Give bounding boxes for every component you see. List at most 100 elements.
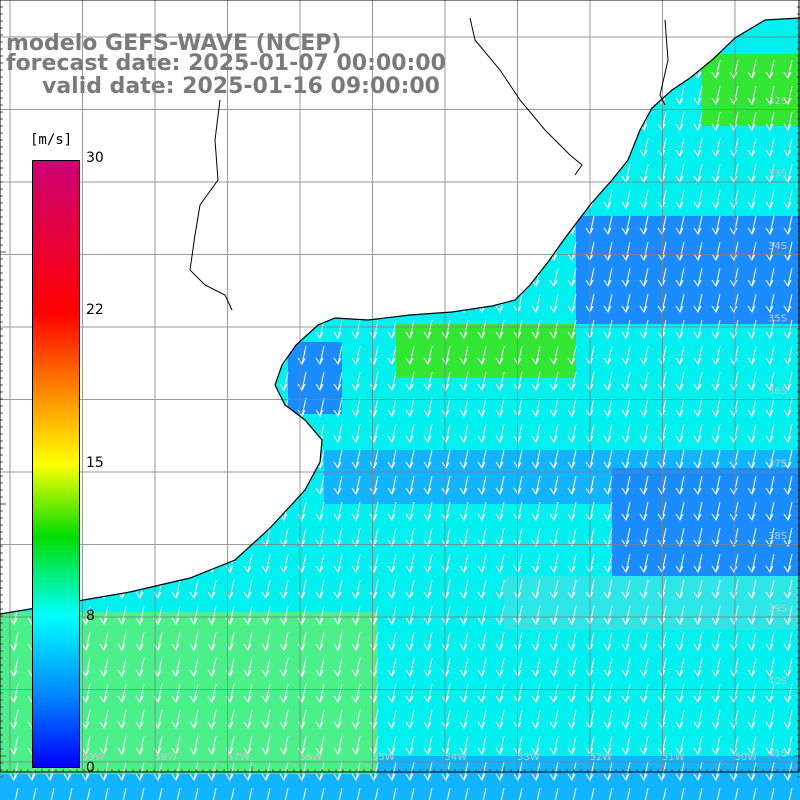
- field-cell: [594, 108, 612, 126]
- wind-arrow-shaft: [283, 319, 289, 339]
- field-cell: [756, 54, 774, 72]
- wind-arrow-shaft: [121, 423, 127, 443]
- field-cell: [198, 360, 216, 378]
- field-cell: [180, 558, 198, 576]
- field-cell: [306, 378, 324, 396]
- field-cell: [90, 648, 108, 666]
- wind-arrow-shaft: [553, 59, 559, 79]
- field-cell: [468, 270, 486, 288]
- field-cell: [234, 342, 252, 360]
- wind-arrow-shaft: [589, 215, 595, 235]
- wind-arrow: [261, 189, 271, 209]
- field-cell: [306, 648, 324, 666]
- field-cell: [576, 144, 594, 162]
- wind-arrow-shaft: [193, 527, 199, 547]
- field-cell: [144, 342, 162, 360]
- field-cell: [144, 432, 162, 450]
- wind-arrow-shaft: [103, 111, 109, 131]
- wind-arrow-head: [117, 383, 126, 391]
- field-cell: [504, 198, 522, 216]
- field-cell: [126, 288, 144, 306]
- field-cell: [648, 486, 666, 504]
- wind-arrow-head: [405, 149, 414, 157]
- wind-arrow: [333, 163, 343, 183]
- wind-arrow-shaft: [13, 397, 19, 417]
- wind-arrow-shaft: [121, 527, 127, 547]
- field-cell: [126, 0, 144, 18]
- field-cell: [648, 162, 666, 180]
- field-cell: [792, 432, 800, 450]
- field-cell: [360, 306, 378, 324]
- field-cell: [720, 666, 738, 684]
- field-cell: [720, 396, 738, 414]
- wind-arrow-shaft: [643, 163, 649, 183]
- field-cell: [54, 0, 72, 18]
- field-cell: [738, 504, 756, 522]
- field-cell: [360, 432, 378, 450]
- field-cell: [108, 180, 126, 198]
- field-cell: [360, 126, 378, 144]
- wind-arrow: [783, 85, 793, 105]
- field-cell: [684, 270, 702, 288]
- field-cell: [630, 0, 648, 18]
- field-cell: [126, 486, 144, 504]
- wind-arrow-shaft: [13, 345, 19, 365]
- wind-arrow-head: [81, 487, 90, 495]
- field-cell: [324, 648, 342, 666]
- wind-arrow-head: [369, 201, 378, 209]
- field-cell: [432, 360, 450, 378]
- wind-arrow-head: [315, 305, 324, 313]
- field-cell: [234, 216, 252, 234]
- field-cell: [108, 450, 126, 468]
- wind-arrow-head: [603, 149, 612, 157]
- wind-arrow-head: [243, 357, 252, 365]
- field-cell: [702, 36, 720, 54]
- field-cell: [486, 198, 504, 216]
- field-cell: [198, 108, 216, 126]
- wind-arrow-head: [171, 513, 180, 521]
- field-cell: [468, 450, 486, 468]
- field-cell: [612, 450, 630, 468]
- field-cell: [594, 288, 612, 306]
- field-cell: [792, 306, 800, 324]
- field-cell: [684, 54, 702, 72]
- field-cell: [540, 486, 558, 504]
- wind-arrow: [135, 137, 145, 157]
- field-cell: [252, 342, 270, 360]
- wind-arrow-head: [531, 71, 540, 79]
- field-cell: [450, 306, 468, 324]
- wind-arrow-head: [333, 149, 342, 157]
- field-cell: [324, 288, 342, 306]
- wind-arrow: [261, 423, 271, 443]
- field-cell: [666, 504, 684, 522]
- field-cell: [270, 684, 288, 702]
- field-cell: [540, 108, 558, 126]
- wind-arrow-shaft: [85, 397, 91, 417]
- field-cell: [468, 630, 486, 648]
- field-cell: [702, 126, 720, 144]
- field-cell: [288, 594, 306, 612]
- field-cell: [270, 756, 288, 774]
- wind-arrow: [9, 189, 19, 209]
- wind-arrow-shaft: [103, 241, 109, 261]
- wind-arrow-shaft: [697, 241, 703, 261]
- wind-arrow: [315, 241, 325, 261]
- field-cell: [288, 198, 306, 216]
- field-cell: [738, 36, 756, 54]
- field-cell: [180, 144, 198, 162]
- wind-arrow: [99, 501, 109, 521]
- wind-arrow-shaft: [679, 241, 685, 261]
- wind-arrow: [495, 215, 505, 235]
- field-cell: [558, 270, 576, 288]
- wind-arrow: [261, 371, 271, 391]
- field-cell: [162, 0, 180, 18]
- field-cell: [360, 738, 378, 756]
- wind-arrow-shaft: [157, 111, 163, 131]
- wind-arrow-shaft: [391, 215, 397, 235]
- field-cell: [792, 18, 800, 36]
- field-cell: [36, 792, 54, 800]
- field-cell: [162, 558, 180, 576]
- field-cell: [666, 180, 684, 198]
- wind-arrow: [351, 137, 361, 157]
- field-cell: [468, 432, 486, 450]
